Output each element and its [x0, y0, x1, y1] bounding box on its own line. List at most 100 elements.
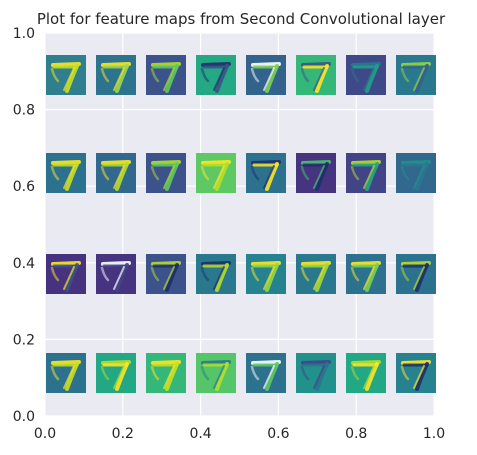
feature-activation: [150, 67, 160, 83]
digit-diagonal-stroke: [365, 162, 379, 191]
feature-activation: [400, 266, 410, 282]
feature-map-image: [346, 153, 386, 193]
digit-top-stroke: [251, 62, 281, 67]
digit-diagonal-edge: [163, 365, 175, 389]
digit-top-stroke: [51, 261, 81, 266]
feature-map-image: [46, 254, 86, 294]
digit-diagonal-edge: [213, 165, 225, 189]
feature-map-image: [246, 55, 286, 95]
feature-map-image: [296, 55, 336, 95]
digit-top-stroke: [401, 360, 431, 365]
digit-diagonal-stroke: [315, 362, 329, 391]
y-tick-label: 0.0: [13, 409, 35, 425]
digit-diagonal-edge: [413, 266, 425, 290]
feature-map-image: [96, 353, 136, 393]
digit-diagonal-stroke: [365, 64, 379, 93]
digit-diagonal-edge: [413, 165, 425, 189]
digit-diagonal-stroke: [415, 64, 429, 93]
digit-top-stroke: [151, 160, 181, 165]
feature-activation: [400, 365, 410, 381]
feature-map-image: [196, 153, 236, 193]
digit-top-stroke: [251, 160, 281, 165]
digit-diagonal-edge: [63, 67, 75, 91]
chart-title: Plot for feature maps from Second Convol…: [37, 10, 446, 28]
digit-top-stroke: [351, 261, 381, 266]
digit-diagonal-stroke: [115, 362, 129, 391]
feature-activation: [200, 266, 210, 282]
digit-top-stroke: [201, 360, 231, 365]
digit-diagonal-edge: [113, 165, 125, 189]
feature-map-image: [46, 153, 86, 193]
feature-map-image: [96, 55, 136, 95]
digit-top-stroke: [301, 261, 331, 266]
digit-diagonal-stroke: [315, 64, 329, 93]
feature-activation: [350, 67, 360, 83]
x-tick-label: 0.8: [345, 426, 367, 442]
feature-map-image: [396, 254, 436, 294]
feature-map-image: [146, 353, 186, 393]
digit-diagonal-edge: [63, 266, 75, 290]
digit-diagonal-edge: [63, 365, 75, 389]
digit-diagonal-edge: [113, 67, 125, 91]
feature-map-image: [96, 153, 136, 193]
feature-activation: [100, 67, 110, 83]
digit-diagonal-edge: [413, 365, 425, 389]
feature-activation: [300, 365, 310, 381]
digit-diagonal-edge: [313, 165, 325, 189]
feature-map-image: [396, 55, 436, 95]
digit-diagonal-stroke: [365, 263, 379, 292]
digit-diagonal-stroke: [415, 162, 429, 191]
digit-diagonal-stroke: [165, 162, 179, 191]
digit-diagonal-stroke: [65, 64, 79, 93]
digit-diagonal-edge: [313, 266, 325, 290]
digit-top-stroke: [101, 360, 131, 365]
feature-activation: [350, 165, 360, 181]
y-tick-label: 0.2: [13, 332, 35, 348]
digit-diagonal-stroke: [215, 263, 229, 292]
digit-top-stroke: [351, 160, 381, 165]
plot-area: [45, 33, 434, 416]
digit-diagonal-stroke: [65, 263, 79, 292]
feature-map-image: [146, 153, 186, 193]
digit-diagonal-stroke: [165, 362, 179, 391]
digit-diagonal-stroke: [115, 162, 129, 191]
digit-diagonal-edge: [113, 266, 125, 290]
digit-top-stroke: [101, 160, 131, 165]
digit-top-stroke: [201, 160, 231, 165]
digit-top-stroke: [301, 360, 331, 365]
x-tick-label: 0.2: [112, 426, 134, 442]
digit-diagonal-stroke: [415, 362, 429, 391]
feature-map-image: [196, 254, 236, 294]
digit-diagonal-edge: [263, 266, 275, 290]
digit-top-stroke: [51, 160, 81, 165]
digit-diagonal-edge: [363, 67, 375, 91]
digit-diagonal-edge: [363, 165, 375, 189]
feature-map-image: [396, 153, 436, 193]
feature-activation: [200, 165, 210, 181]
digit-diagonal-stroke: [315, 263, 329, 292]
digit-diagonal-edge: [413, 67, 425, 91]
feature-activation: [300, 67, 310, 83]
y-tick-label: 1.0: [13, 26, 35, 42]
feature-map-image: [196, 55, 236, 95]
digit-diagonal-stroke: [265, 64, 279, 93]
feature-map-image: [346, 353, 386, 393]
digit-diagonal-stroke: [115, 263, 129, 292]
feature-map-image: [346, 55, 386, 95]
digit-diagonal-edge: [263, 365, 275, 389]
digit-diagonal-stroke: [265, 162, 279, 191]
digit-top-stroke: [201, 261, 231, 266]
digit-top-stroke: [151, 360, 181, 365]
y-tick-label: 0.4: [13, 256, 35, 272]
feature-map-image: [246, 353, 286, 393]
feature-activation: [250, 67, 260, 83]
digit-diagonal-edge: [163, 266, 175, 290]
feature-activation: [350, 365, 360, 381]
y-tick-label: 0.8: [13, 103, 35, 119]
feature-activation: [200, 67, 210, 83]
feature-activation: [50, 67, 60, 83]
feature-map-image: [96, 254, 136, 294]
y-tick-label: 0.6: [13, 179, 35, 195]
digit-top-stroke: [351, 62, 381, 67]
